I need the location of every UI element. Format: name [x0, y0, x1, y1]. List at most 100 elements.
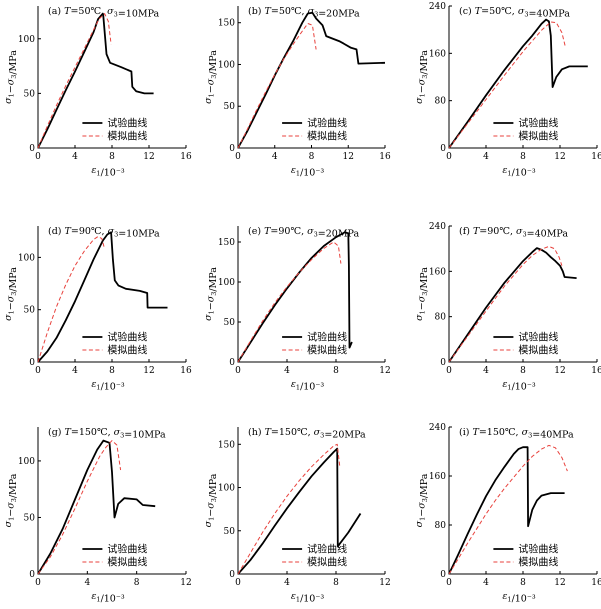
- x-axis-label: ε1/10⁻³: [91, 591, 125, 605]
- panel-title: (c) T=50℃, σ3=40MPa: [459, 6, 570, 20]
- series-simulation-line: [37, 13, 112, 149]
- legend-label: 试验曲线: [518, 117, 558, 130]
- series-simulation-line: [448, 444, 568, 575]
- x-tick-label: 12: [554, 366, 565, 376]
- panel-title: (h) T=150℃, σ3=20MPa: [248, 427, 366, 441]
- x-tick-label: 16: [379, 152, 391, 162]
- x-tick-label: 4: [84, 578, 90, 588]
- y-tick-label: 50: [24, 306, 36, 316]
- x-tick-label: 16: [591, 152, 601, 162]
- y-axis-label: σ1−σ3/MPa: [3, 50, 19, 104]
- y-axis-label: σ1−σ3/MPa: [414, 267, 430, 321]
- y-tick-label: 100: [18, 253, 35, 263]
- x-tick-label: 8: [109, 366, 115, 376]
- series-experiment-line: [448, 18, 588, 149]
- x-axis-label: ε1/10⁻³: [291, 165, 325, 179]
- chart-panel-a: 0 4 8 12 16 0 50 100 (a) T=50℃, σ3=10MPa ε1/10⁻³ σ…: [3, 6, 192, 179]
- series-experiment-line: [448, 446, 565, 575]
- chart-panel-h: 0 4 8 12 0 50 100 150 (h) T=150℃, σ3=20MPa ε1/10⁻…: [203, 427, 391, 605]
- y-axis-label: σ1−σ3/MPa: [414, 50, 430, 104]
- x-tick-label: 12: [554, 578, 565, 588]
- series-experiment-line: [37, 231, 168, 363]
- x-tick-label: 16: [180, 366, 192, 376]
- legend-label: 模拟曲线: [307, 556, 347, 569]
- y-tick-label: 80: [435, 97, 447, 107]
- legend-label: 模拟曲线: [518, 556, 558, 569]
- series-simulation-line: [237, 443, 341, 575]
- series-simulation-line: [37, 440, 122, 575]
- y-tick-label: 100: [218, 60, 235, 70]
- x-tick-label: 4: [72, 366, 78, 376]
- series-experiment-line: [237, 447, 362, 575]
- series-simulation-line: [237, 241, 342, 363]
- y-axis-label: σ1−σ3/MPa: [203, 267, 219, 321]
- panel-title: (a) T=50℃, σ3=10MPa: [48, 6, 160, 20]
- x-tick-label: 4: [483, 578, 489, 588]
- y-tick-label: 50: [224, 527, 236, 537]
- y-tick-label: 160: [429, 472, 446, 482]
- legend-label: 模拟曲线: [107, 344, 147, 357]
- y-tick-label: 240: [429, 423, 446, 433]
- x-tick-label: 16: [591, 366, 601, 376]
- series-simulation-line: [37, 236, 106, 363]
- y-tick-label: 100: [218, 278, 235, 288]
- y-tick-label: 0: [229, 358, 235, 368]
- x-tick-label: 0: [35, 152, 41, 162]
- x-tick-label: 0: [235, 366, 241, 376]
- x-axis-label: ε1/10⁻³: [91, 165, 125, 179]
- x-tick-label: 0: [446, 366, 452, 376]
- x-tick-label: 8: [520, 366, 526, 376]
- legend-label: 模拟曲线: [518, 344, 558, 357]
- x-tick-label: 0: [446, 578, 452, 588]
- panel-title: (d) T=90℃, σ3=10MPa: [48, 226, 160, 240]
- y-axis-label: σ1−σ3/MPa: [203, 473, 219, 527]
- legend-label: 试验曲线: [107, 117, 147, 130]
- y-tick-label: 0: [29, 358, 35, 368]
- x-tick-label: 8: [520, 578, 526, 588]
- y-tick-label: 0: [229, 144, 235, 154]
- y-tick-label: 80: [435, 521, 447, 531]
- y-tick-label: 240: [429, 2, 446, 12]
- legend-label: 试验曲线: [518, 543, 558, 556]
- x-tick-label: 12: [180, 578, 191, 588]
- x-tick-label: 4: [284, 578, 290, 588]
- x-tick-label: 8: [309, 152, 315, 162]
- legend-label: 试验曲线: [307, 543, 347, 556]
- panel-title: (i) T=150℃, σ3=40MPa: [459, 427, 574, 441]
- x-tick-label: 8: [520, 152, 526, 162]
- panel-title: (b) T=50℃, σ3=20MPa: [248, 6, 360, 20]
- legend-label: 试验曲线: [307, 117, 347, 130]
- chart-panel-e: 0 4 8 12 0 50 100 150 (e) T=90℃, σ3=20MPa ε1/10⁻³…: [203, 226, 391, 393]
- legend-label: 模拟曲线: [107, 130, 147, 143]
- y-tick-label: 0: [440, 358, 446, 368]
- y-tick-label: 80: [435, 313, 447, 323]
- y-tick-label: 150: [218, 238, 235, 248]
- y-tick-label: 150: [218, 19, 235, 29]
- panel-title: (f) T=90℃, σ3=40MPa: [459, 226, 568, 240]
- x-tick-label: 8: [333, 578, 339, 588]
- x-tick-label: 12: [379, 366, 390, 376]
- legend-label: 试验曲线: [518, 331, 558, 344]
- y-axis-label: σ1−σ3/MPa: [3, 267, 19, 321]
- y-tick-label: 50: [224, 318, 236, 328]
- legend-label: 模拟曲线: [307, 130, 347, 143]
- y-tick-label: 50: [24, 89, 36, 99]
- x-tick-label: 16: [180, 152, 192, 162]
- x-axis-label: ε1/10⁻³: [502, 379, 536, 393]
- y-tick-label: 100: [18, 35, 35, 45]
- panel-title: (e) T=90℃, σ3=20MPa: [248, 226, 360, 240]
- x-axis-label: ε1/10⁻³: [291, 591, 325, 605]
- panel-title: (g) T=150℃, σ3=10MPa: [48, 427, 166, 441]
- x-tick-label: 8: [134, 578, 140, 588]
- x-tick-label: 12: [554, 152, 565, 162]
- y-tick-label: 150: [218, 440, 235, 450]
- y-tick-label: 100: [218, 484, 235, 494]
- y-tick-label: 240: [429, 222, 446, 232]
- x-tick-label: 12: [143, 152, 154, 162]
- y-tick-label: 100: [18, 457, 35, 467]
- x-tick-label: 8: [333, 366, 339, 376]
- legend-label: 试验曲线: [107, 543, 147, 556]
- series-experiment-line: [237, 11, 386, 149]
